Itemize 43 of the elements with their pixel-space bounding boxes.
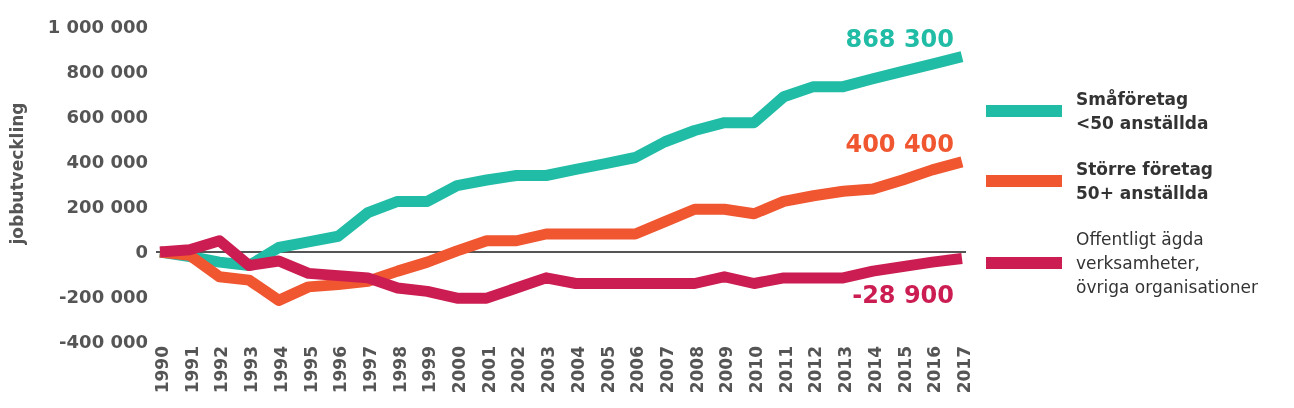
x-tick-label: 1997 <box>359 346 380 394</box>
x-tick-label: 1993 <box>241 346 262 394</box>
y-tick-label: 400 000 <box>66 151 148 173</box>
x-tick-label: 1996 <box>330 346 351 394</box>
y-tick-label: 800 000 <box>66 61 148 83</box>
x-tick-label: 1995 <box>300 346 321 394</box>
x-tick-label: 2007 <box>656 346 677 394</box>
y-tick-label: 1 000 000 <box>47 16 148 38</box>
x-tick-label: 2011 <box>775 346 796 394</box>
x-tick-label: 2015 <box>894 346 915 394</box>
data-label: 868 300 <box>845 24 954 53</box>
legend-label: Offentligt ägda verksamheter, övriga organisationer <box>1076 228 1259 299</box>
x-tick-label: 1990 <box>152 345 172 394</box>
data-label: 400 400 <box>845 129 954 158</box>
x-tick-label: 2014 <box>864 345 885 394</box>
x-tick-label: 2000 <box>449 345 470 394</box>
y-tick-label: -200 000 <box>59 286 148 308</box>
y-axis-title: jobbutveckling <box>7 102 28 246</box>
x-tick-label: 1998 <box>389 346 410 394</box>
data-label: -28 900 <box>852 280 954 309</box>
x-tick-label: 2006 <box>627 346 648 394</box>
x-tick-label: 2008 <box>686 346 707 394</box>
y-tick-label: 200 000 <box>66 196 148 218</box>
x-tick-label: 2016 <box>924 346 945 394</box>
x-tick-label: 2010 <box>746 345 767 394</box>
x-tick-label: 2012 <box>805 346 826 394</box>
y-tick-label: -400 000 <box>59 331 148 353</box>
x-tick-label: 2009 <box>716 346 737 394</box>
x-tick-label: 1991 <box>181 346 202 394</box>
x-tick-label: 2002 <box>508 346 529 394</box>
y-tick-label: 600 000 <box>66 106 148 128</box>
x-tick-label: 1994 <box>270 345 291 394</box>
x-tick-label: 1999 <box>419 346 440 394</box>
x-tick-label: 2004 <box>567 345 588 394</box>
legend-label: Småföretag <50 anställda <box>1076 88 1209 135</box>
y-tick-label: 0 <box>135 241 148 263</box>
x-tick-label: 2003 <box>538 346 559 394</box>
legend-label: Större företag 50+ anställda <box>1076 158 1214 205</box>
x-tick-label: 2001 <box>478 346 499 394</box>
x-tick-label: 1992 <box>211 346 232 394</box>
x-tick-label: 2005 <box>597 346 618 394</box>
x-tick-label: 2013 <box>835 346 856 394</box>
x-tick-label: 2017 <box>954 346 974 394</box>
